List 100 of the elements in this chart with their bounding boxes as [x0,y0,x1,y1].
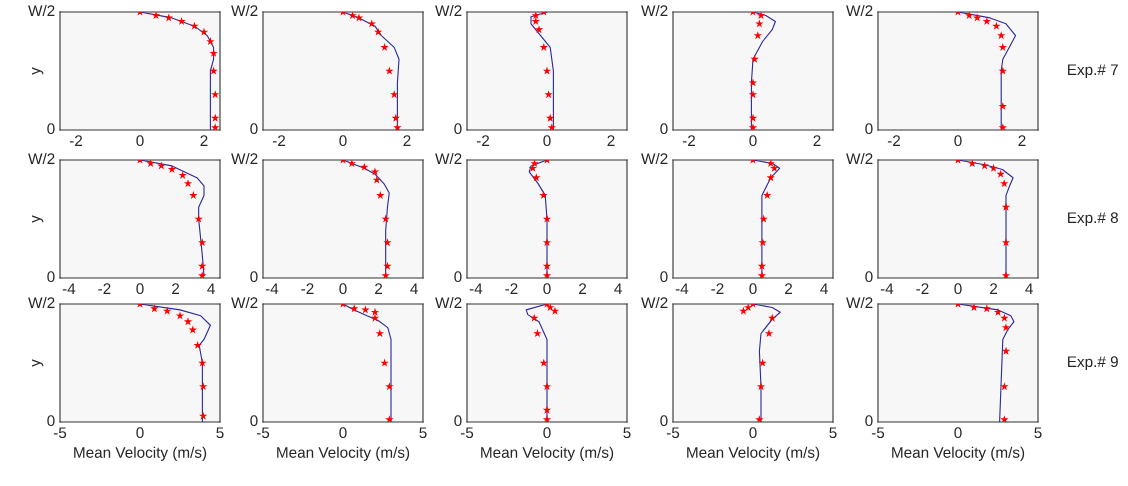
point [199,382,208,391]
text: W/2 [846,152,873,165]
point [376,191,385,199]
point [542,214,552,223]
point [748,123,758,130]
point [198,238,207,247]
x-tick-label: 2 [607,135,615,146]
x-tick-label: 0 [543,283,551,295]
point [757,271,767,278]
point [360,162,369,171]
x-tick-label: 5 [1034,427,1042,439]
point [348,12,357,20]
x-tick-label: 2 [200,135,208,146]
text: 0 [660,123,668,135]
point [206,37,215,46]
x-tick-label: -2 [301,283,314,294]
point [211,113,220,122]
point [757,261,767,270]
point [744,304,753,312]
point [989,163,998,172]
x-tick-label: -5 [871,427,885,439]
x-tick-label: 0 [749,427,757,439]
text: 0 [250,415,258,427]
x-tick-label: -2 [272,135,286,146]
point [385,382,394,391]
point [542,271,552,278]
x-tick-label: -2 [887,135,901,146]
point [748,78,758,87]
point [183,179,193,188]
x-tick-label: 5 [216,427,224,439]
x-tick-label: 4 [820,283,828,294]
point [383,261,392,270]
point [354,13,364,22]
point [546,113,555,122]
point [370,307,380,316]
x-tick-label: 2 [579,283,587,294]
x-tick-label: 0 [543,135,551,147]
point [528,163,537,172]
point [542,66,552,75]
point [391,113,400,122]
point [544,90,553,99]
text: W/2 [28,152,55,165]
x-tick-label: -5 [666,427,680,439]
point [998,43,1007,51]
text: W/2 [641,296,668,309]
point [530,313,539,322]
text: 0 [865,271,873,283]
x-tick-label: -2 [98,283,111,294]
point [393,123,402,130]
x-tick-label: -2 [69,135,83,146]
point [539,43,548,51]
point [381,214,390,223]
x-tick-label: 4 [1025,283,1033,294]
point [194,214,203,223]
point [992,21,1001,30]
point [993,307,1003,316]
text: Exp.# 8 [1068,212,1118,227]
point [209,48,218,57]
x-tick-label: 0 [543,427,551,439]
text: W/2 [435,296,462,309]
text: W/2 [28,4,55,17]
point [770,163,779,172]
point [1001,323,1011,332]
point [167,165,177,173]
point [1000,382,1009,391]
x-tick-label: 0 [954,135,962,147]
point [542,405,552,414]
x-tick-label: -2 [916,283,929,294]
point [175,311,185,320]
point [189,191,198,199]
text: 0 [454,271,462,283]
x-tick-label: 2 [375,283,383,294]
x-tick-label: 4 [410,283,418,294]
point [211,90,220,99]
point [1001,346,1011,355]
point [381,271,390,278]
x-tick-label: 2 [990,283,998,294]
point [150,304,159,313]
x-tick-label: -4 [880,283,894,294]
text: Exp.# 7 [1068,64,1118,79]
x-tick-label: -2 [505,283,518,294]
x-tick-label: 0 [954,427,962,439]
x-tick-label: -4 [265,283,279,294]
x-tick-label: 2 [1018,135,1026,146]
point [547,123,556,130]
x-axis-title: Mean Velocity (m/s) [481,446,614,461]
text: 0 [250,271,258,283]
x-tick-label: 0 [136,283,144,295]
point [198,271,207,278]
x-tick-label: 5 [829,427,837,439]
text: 0 [47,271,55,283]
point [532,173,541,182]
x-axis-title: Mean Velocity (m/s) [892,446,1025,461]
point [183,317,193,326]
point [1000,179,1009,188]
x-tick-label: -4 [675,283,689,294]
point [1001,238,1011,247]
x-tick-label: 4 [614,283,622,294]
y-axis-title: y [32,67,44,75]
point [198,261,207,270]
